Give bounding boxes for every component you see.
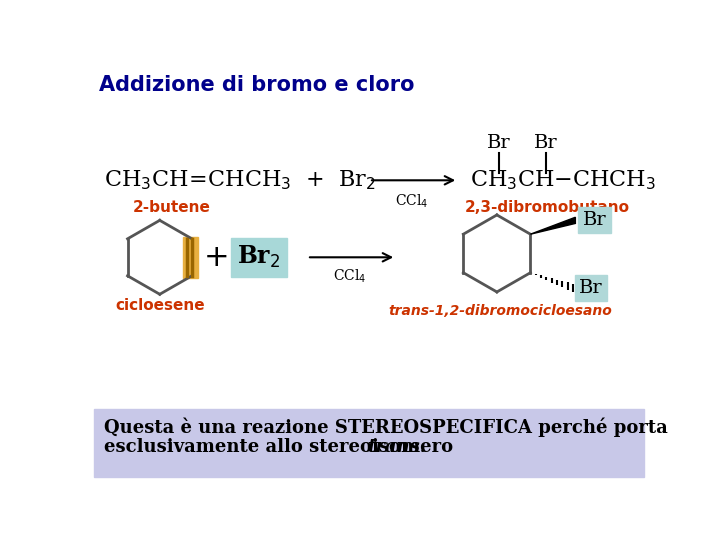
Text: Addizione di bromo e cloro: Addizione di bromo e cloro <box>99 75 415 95</box>
Text: +: + <box>204 243 229 272</box>
Bar <box>94 409 644 477</box>
Text: cicloesene: cicloesene <box>115 298 204 313</box>
Text: esclusivamente allo stereoisomero: esclusivamente allo stereoisomero <box>104 438 459 456</box>
Text: 2,3-dibromobutano: 2,3-dibromobutano <box>464 200 630 215</box>
Text: 2-butene: 2-butene <box>132 200 210 215</box>
Bar <box>578 207 611 233</box>
Text: trans-1,2-dibromocicloesano: trans-1,2-dibromocicloesano <box>389 304 613 318</box>
Text: Br$_2$: Br$_2$ <box>237 244 281 271</box>
Text: Br: Br <box>579 279 603 297</box>
Text: trans.: trans. <box>367 438 426 456</box>
Bar <box>231 238 287 276</box>
Text: CH$_3$CH$-$CHCH$_3$: CH$_3$CH$-$CHCH$_3$ <box>469 168 655 192</box>
Text: Br: Br <box>583 211 606 230</box>
Text: Br: Br <box>534 134 557 152</box>
Text: CCl$_4$: CCl$_4$ <box>395 193 428 210</box>
Text: CH$_3$CH$\!=\!$CHCH$_3$  +  Br$_2$: CH$_3$CH$\!=\!$CHCH$_3$ + Br$_2$ <box>104 168 376 192</box>
Bar <box>183 237 198 278</box>
Bar <box>575 275 607 301</box>
Text: Br: Br <box>487 134 511 152</box>
Polygon shape <box>531 217 575 234</box>
Text: CCl$_4$: CCl$_4$ <box>333 268 366 286</box>
Text: Questa è una reazione STEREOSPECIFICA perché porta: Questa è una reazione STEREOSPECIFICA pe… <box>104 417 667 437</box>
